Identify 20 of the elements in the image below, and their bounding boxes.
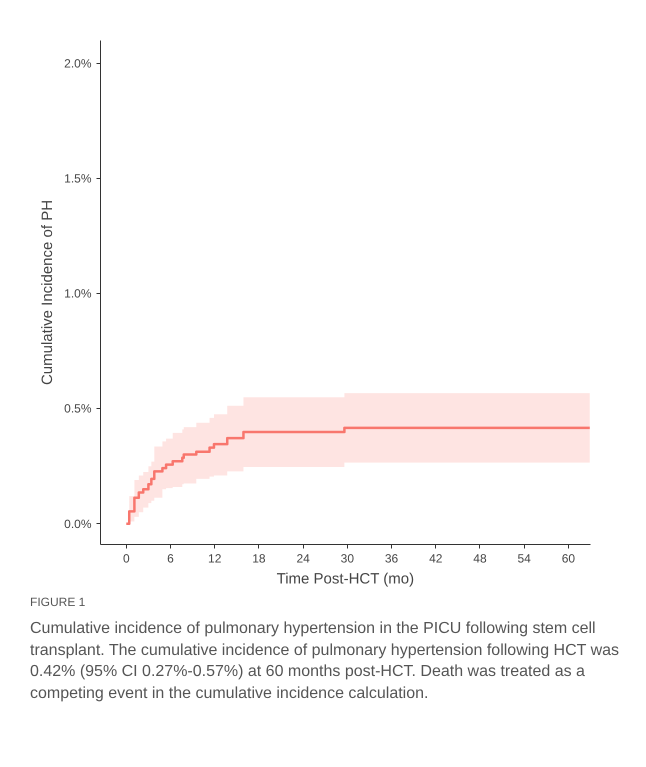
y-tick-label: 2.0% [64, 56, 92, 71]
text: Cumulative incidence of pulmonary hypertension in the PICU following stem cell transplant. The cumulative incidence of pulmonary hypertension following HCT was 0.42% (95% CI 0.27%-0.57%) at 60 months post-HCT. Death was treated as a competing event in the cumulative incidence calculation. [30, 619, 620, 704]
y-tick-label: 1.5% [64, 172, 92, 186]
x-tick-label: 0 [122, 552, 130, 566]
x-tick-label: 48 [473, 552, 487, 566]
y-tick-label: 0.5% [64, 402, 92, 416]
x-tick-label: 36 [384, 552, 399, 566]
y-axis-title: Cumulative Incidence of PH [39, 200, 56, 386]
x-tick-label: 12 [208, 552, 222, 566]
x-tick-label: 54 [518, 552, 532, 566]
x-tick-label: 6 [167, 552, 174, 566]
x-tick-label: 60 [562, 552, 576, 566]
x-tick-label: 30 [340, 552, 354, 566]
caption: FIGURE 1 [30, 594, 86, 610]
y-tick-label: 1.0% [64, 286, 92, 301]
x-tick-label: 24 [296, 552, 310, 566]
x-axis-title: Time Post-HCT (mo) [276, 570, 414, 588]
x-tick-label: 18 [252, 552, 266, 566]
x-tick-label: 42 [429, 552, 443, 566]
y-tick-label: 0.0% [64, 516, 92, 531]
